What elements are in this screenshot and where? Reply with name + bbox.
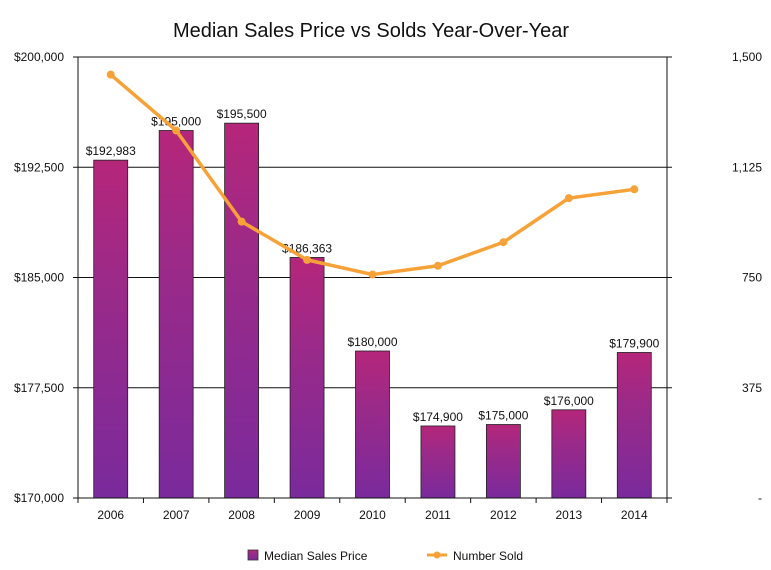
x-axis-ticks: 2006 2007 2008 2009 2010 2011 2012 2013 2014 [77,498,668,522]
data-label-2014: $179,900 [609,336,659,350]
data-label-2011: $174,900 [413,410,463,424]
bar-2011 [420,425,456,499]
bar-2012 [485,424,521,499]
x-tick-label-2009: 2009 [294,508,321,522]
right-axis-ticks: - 375 750 1,125 1,500 [667,50,762,505]
bar-series: $192,983$195,000$195,500$186,363$180,000… [86,107,660,499]
left-tick-label: $200,000 [14,50,64,64]
left-tick-label: $177,500 [14,381,64,395]
line-point-2008 [237,217,246,226]
line-point-2007 [172,126,181,135]
x-tick-label-2011: 2011 [425,508,451,522]
bar-2006 [93,159,129,499]
line-series [106,70,639,279]
chart-title: Median Sales Price vs Solds Year-Over-Ye… [173,20,569,42]
legend: Median Sales Price Number Sold [247,549,523,563]
x-tick-label-2006: 2006 [97,508,124,522]
data-label-2006: $192,983 [86,144,136,158]
line-point-2006 [106,70,115,79]
right-tick-label: 750 [742,271,762,285]
legend-line-label: Number Sold [453,549,523,563]
bar-2013 [551,409,587,499]
line-point-2011 [433,261,442,270]
x-tick-label-2010: 2010 [359,508,386,522]
x-tick-label-2014: 2014 [621,508,648,522]
line-point-2009 [303,255,312,264]
data-label-2013: $176,000 [544,394,594,408]
bar-2008 [224,122,260,499]
left-tick-label: $170,000 [14,491,64,505]
legend-bar-label: Median Sales Price [264,549,368,563]
bar-2010 [355,350,390,499]
right-tick-label: 375 [742,381,762,395]
data-label-2010: $180,000 [347,335,397,349]
left-tick-label: $192,500 [14,160,64,174]
bar-2014 [616,352,652,499]
line-point-2013 [564,194,573,203]
legend-line-marker [433,551,441,559]
x-tick-label-2012: 2012 [490,508,517,522]
bar-2007 [158,130,194,499]
data-label-2008: $195,500 [217,107,267,121]
right-tick-label: 1,500 [732,50,762,64]
legend-bar-swatch [247,549,259,561]
right-tick-label: - [758,491,762,505]
x-tick-label-2007: 2007 [163,508,190,522]
left-tick-label: $185,000 [14,271,64,285]
bar-2009 [289,257,325,499]
x-tick-label-2008: 2008 [228,508,255,522]
line-point-2014 [630,185,639,194]
line-point-2010 [368,270,377,279]
line-point-2012 [499,238,508,247]
data-label-2012: $175,000 [478,409,528,423]
x-tick-label-2013: 2013 [555,508,582,522]
left-axis-ticks: $170,000 $177,500 $185,000 $192,500 $200,000 [14,50,78,505]
right-tick-label: 1,125 [732,160,762,174]
